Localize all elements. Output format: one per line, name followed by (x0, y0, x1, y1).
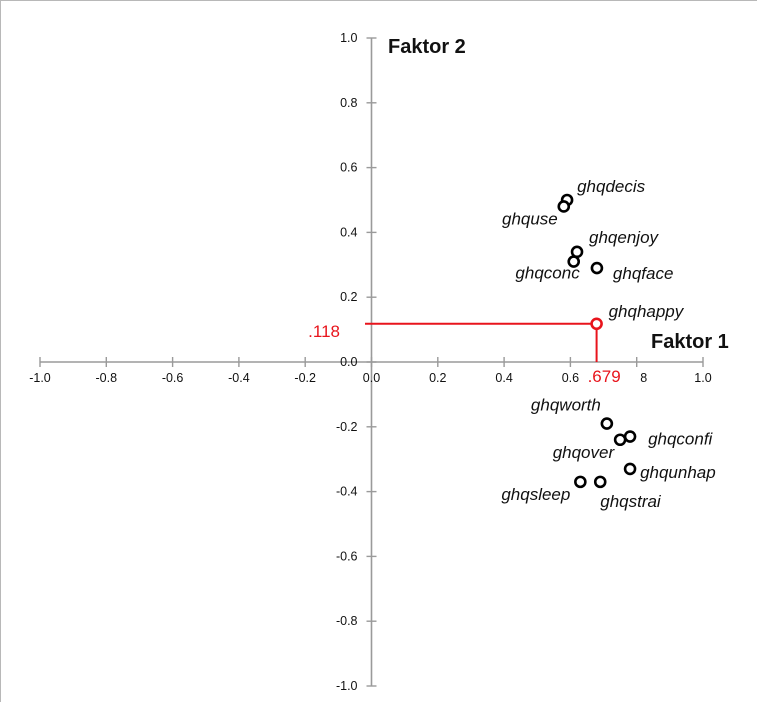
point-label-ghqworth: ghqworth (531, 396, 601, 415)
highlight-x-value-bg (586, 365, 627, 387)
data-point-ghqstrai (593, 475, 607, 489)
data-point-ghqsleep (574, 475, 587, 489)
data-point-ghqworth (600, 417, 614, 430)
y-tick-label: 0.2 (340, 290, 357, 304)
x-tick-label: 8 (640, 371, 647, 385)
x-tick-label: 0.6 (562, 371, 579, 385)
point-label-ghqstrai: ghqstrai (600, 492, 662, 511)
point-label-ghqunhap: ghqunhap (640, 463, 716, 482)
point-label-ghqdecis: ghqdecis (577, 177, 646, 196)
point-labels: ghqdecis ghquse ghqenjoy ghqconc ghqface ghqh… (501, 177, 715, 511)
point-label-ghquse: ghquse (502, 209, 558, 228)
point-label-ghqface: ghqface (613, 264, 674, 283)
x-tick-label: -1.0 (29, 371, 51, 385)
x-tick-label: 0.2 (429, 371, 446, 385)
y-tick-label: 0.4 (340, 225, 357, 239)
data-point-ghqface (590, 261, 604, 275)
x-tick-label: -0.6 (162, 371, 184, 385)
y-tick-label: 0.0 (340, 355, 357, 369)
y-tick-label: 0.8 (340, 96, 357, 110)
y-tick-label: -0.6 (336, 549, 358, 563)
y-tick-label: 0.6 (340, 161, 357, 175)
highlight-x-value: .679 (588, 367, 621, 386)
x-tick-label: 1.0 (694, 371, 711, 385)
data-point-ghqover (613, 433, 627, 447)
y-tick-label: -1.0 (336, 679, 358, 693)
ticks: -1.0 -0.8 -0.6 -0.4 -0.2 0.0 0.2 0.4 0.6 8 1.0 1.0 0… (29, 31, 712, 693)
y-tick-label: -0.2 (336, 420, 358, 434)
point-label-ghqsleep: ghqsleep (501, 485, 570, 504)
x-tick-label: -0.8 (96, 371, 118, 385)
point-label-ghqenjoy: ghqenjoy (589, 228, 660, 247)
data-point-ghqunhap (623, 462, 637, 476)
y-axis-title: Faktor 2 (388, 36, 466, 58)
x-axis-title: Faktor 1 (651, 331, 729, 353)
x-tick-label: 0.4 (495, 371, 512, 385)
data-point-ghqconc (567, 255, 581, 268)
x-tick-label: 0.0 (363, 371, 380, 385)
y-tick-label: -0.8 (336, 614, 358, 628)
data-point-ghqhappy (590, 317, 603, 331)
data-point-ghquse (557, 200, 571, 213)
data-point-ghqconfi (623, 430, 637, 443)
point-label-ghqover: ghqover (553, 443, 616, 462)
y-tick-label: 1.0 (340, 31, 357, 45)
y-tick-label: -0.4 (336, 485, 358, 499)
point-label-ghqconfi: ghqconfi (648, 430, 713, 449)
point-label-ghqconc: ghqconc (515, 264, 580, 283)
highlight-y-value: .118 (308, 322, 340, 341)
x-tick-label: -0.2 (294, 371, 316, 385)
highlight-guides: .118 .679 (308, 322, 627, 387)
x-tick-label: -0.4 (228, 371, 250, 385)
point-label-ghqhappy: ghqhappy (609, 302, 685, 321)
data-points (557, 193, 637, 489)
